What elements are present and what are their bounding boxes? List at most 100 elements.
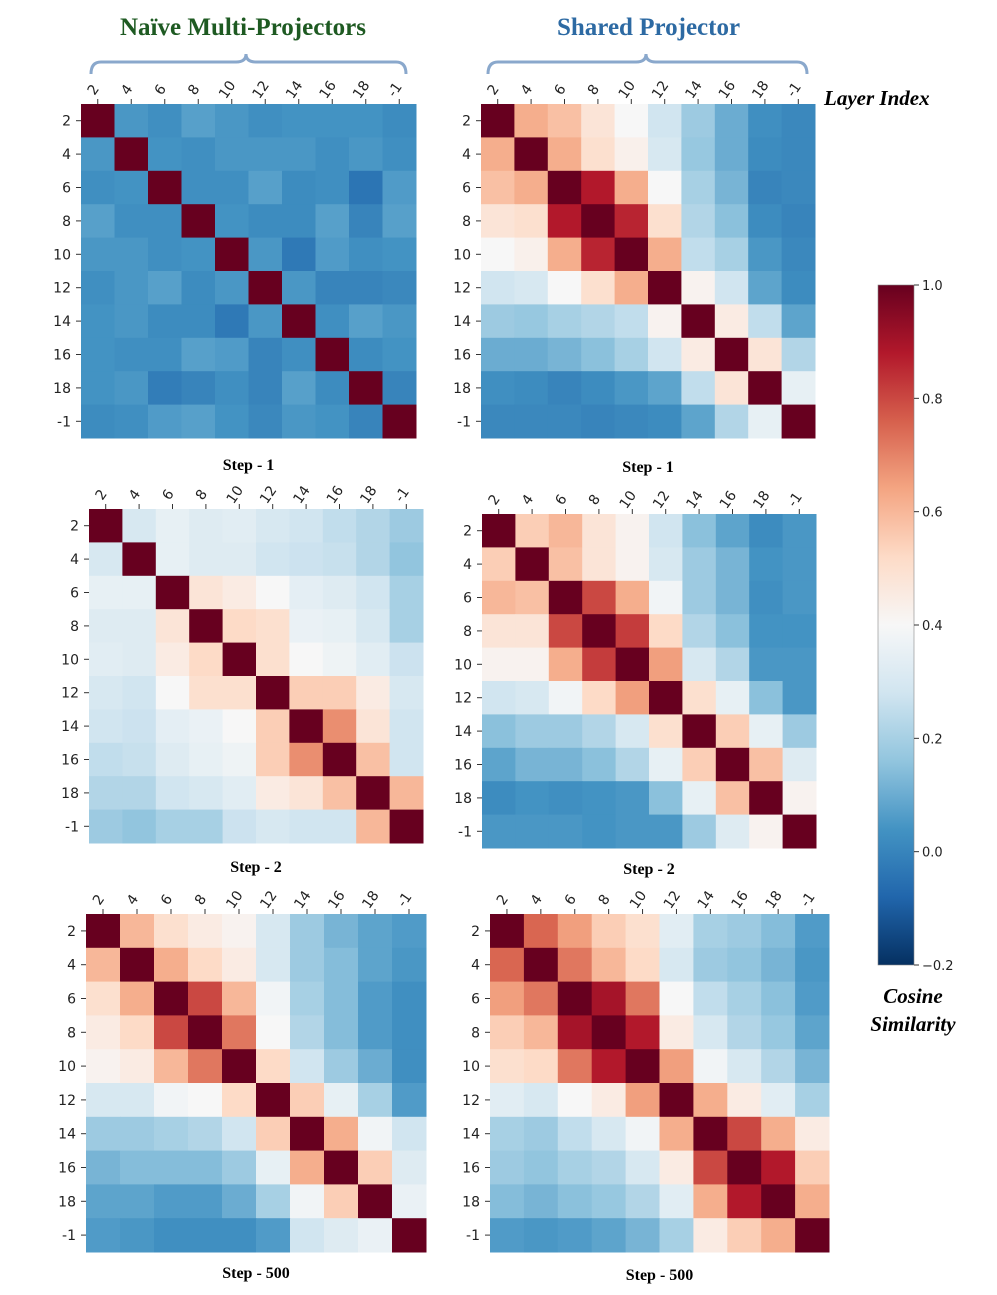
heatmap-cell	[715, 714, 750, 749]
heatmap-cell	[548, 514, 583, 548]
y-tick-label: 8	[471, 1025, 480, 1041]
heatmap-cell	[547, 204, 582, 239]
y-tick-label: 16	[61, 753, 79, 769]
heatmap-cell	[482, 547, 516, 582]
heatmap-cell	[89, 709, 123, 744]
heatmap-cell	[120, 1049, 155, 1084]
heatmap-cell	[155, 642, 190, 677]
heatmap-cell	[89, 809, 123, 844]
heatmap-cell	[349, 304, 383, 339]
heatmap-cell	[659, 947, 694, 983]
heatmap-cell	[382, 170, 417, 205]
y-tick-label: -1	[466, 1228, 480, 1244]
heatmap-cell	[761, 1083, 796, 1118]
colorbar-tick-label: −0.2	[922, 959, 954, 974]
y-tick-label: 18	[61, 786, 79, 802]
heatmap-cell	[782, 714, 817, 749]
heatmap-cell	[782, 747, 817, 782]
x-tick-label: -1	[785, 490, 806, 511]
heatmap-cell	[748, 137, 783, 172]
heatmap-cell	[481, 137, 515, 172]
heatmap-cell	[282, 304, 316, 339]
heatmap-cell	[625, 1184, 660, 1219]
heatmap-cell	[122, 509, 157, 543]
x-tick-label: 16	[729, 888, 752, 912]
heatmap-cell	[322, 709, 357, 744]
heatmap-cell	[358, 1184, 393, 1219]
heatmap-cell	[392, 947, 427, 983]
heatmap-cell	[749, 647, 784, 682]
heatmap-cell	[523, 981, 559, 1016]
heatmap-cell	[324, 947, 359, 983]
heatmap-cell	[523, 1218, 559, 1253]
heatmap-cell	[154, 947, 189, 983]
heatmap-cell	[248, 271, 283, 305]
y-tick-label: 4	[62, 147, 71, 163]
heatmap-cell	[290, 914, 325, 949]
heatmap-cell	[582, 614, 617, 649]
x-tick-label: 18	[762, 888, 785, 912]
x-tick-label: 6	[552, 492, 570, 509]
heatmap-cell	[514, 104, 549, 138]
heatmap-cell	[648, 204, 682, 239]
y-tick-label: 12	[61, 686, 79, 702]
heatmap-cell	[614, 237, 649, 272]
heatmap-cell	[392, 1218, 427, 1253]
heatmap-cell	[625, 947, 660, 983]
heatmap-cell	[682, 647, 717, 682]
heatmap-cell	[614, 271, 649, 305]
heatmap-cell	[290, 947, 325, 983]
y-tick-label: 2	[62, 114, 71, 130]
heatmap-cell	[682, 781, 717, 816]
heatmap-cell	[382, 104, 417, 138]
y-tick-label: 14	[53, 314, 71, 330]
heatmap-cell	[215, 404, 249, 439]
heatmap-cell	[547, 137, 582, 172]
heatmap-cell	[795, 1218, 830, 1253]
heatmap-cell	[256, 1083, 291, 1118]
heatmap-cell	[557, 1015, 593, 1050]
heatmap-cell	[215, 337, 249, 372]
heatmap-cell	[114, 104, 149, 138]
heatmap-cell	[215, 271, 249, 305]
heatmap-cell	[523, 1083, 559, 1118]
heatmap-cell	[356, 676, 391, 710]
heatmap-cell	[181, 404, 216, 439]
y-tick-label: 8	[463, 624, 472, 640]
heatmap-cell	[523, 1184, 559, 1219]
heatmap-cell	[324, 914, 359, 949]
heatmap-cell	[122, 776, 157, 811]
heatmap-cell	[682, 580, 717, 615]
heatmap-cell	[181, 104, 216, 138]
heatmap-cell	[781, 404, 816, 439]
heatmap-cell	[714, 371, 749, 406]
heatmap-cell	[548, 580, 583, 615]
heatmap-cell	[748, 104, 783, 138]
y-tick-label: 18	[462, 1194, 480, 1210]
heatmap-cell	[581, 170, 616, 205]
heatmap-cell	[356, 509, 391, 543]
heatmap-cell	[322, 809, 357, 844]
heatmap-cell	[155, 809, 190, 844]
heatmap-cell	[557, 1083, 593, 1118]
heatmap-cell	[382, 204, 417, 239]
heatmap-cell	[514, 170, 549, 205]
heatmap-cell	[222, 742, 257, 777]
heatmap-cell	[693, 1150, 728, 1185]
heatmap-cell	[155, 776, 190, 811]
heatmap-cell	[222, 947, 257, 983]
heatmap-cell	[615, 647, 650, 682]
heatmap-cell	[290, 1049, 325, 1084]
heatmap-cell	[591, 947, 627, 983]
x-tick-label: 12	[257, 888, 280, 912]
heatmap-cell	[248, 337, 283, 372]
right-bracket	[486, 53, 809, 75]
heatmap-cell	[256, 709, 290, 744]
cosine-label-line1: Cosine	[883, 984, 943, 1008]
heatmap-cell	[523, 914, 559, 949]
heatmap-cell	[189, 542, 224, 577]
heatmap-cell	[324, 1184, 359, 1219]
y-tick-label: 6	[62, 181, 71, 197]
y-tick-label: 16	[454, 758, 472, 774]
